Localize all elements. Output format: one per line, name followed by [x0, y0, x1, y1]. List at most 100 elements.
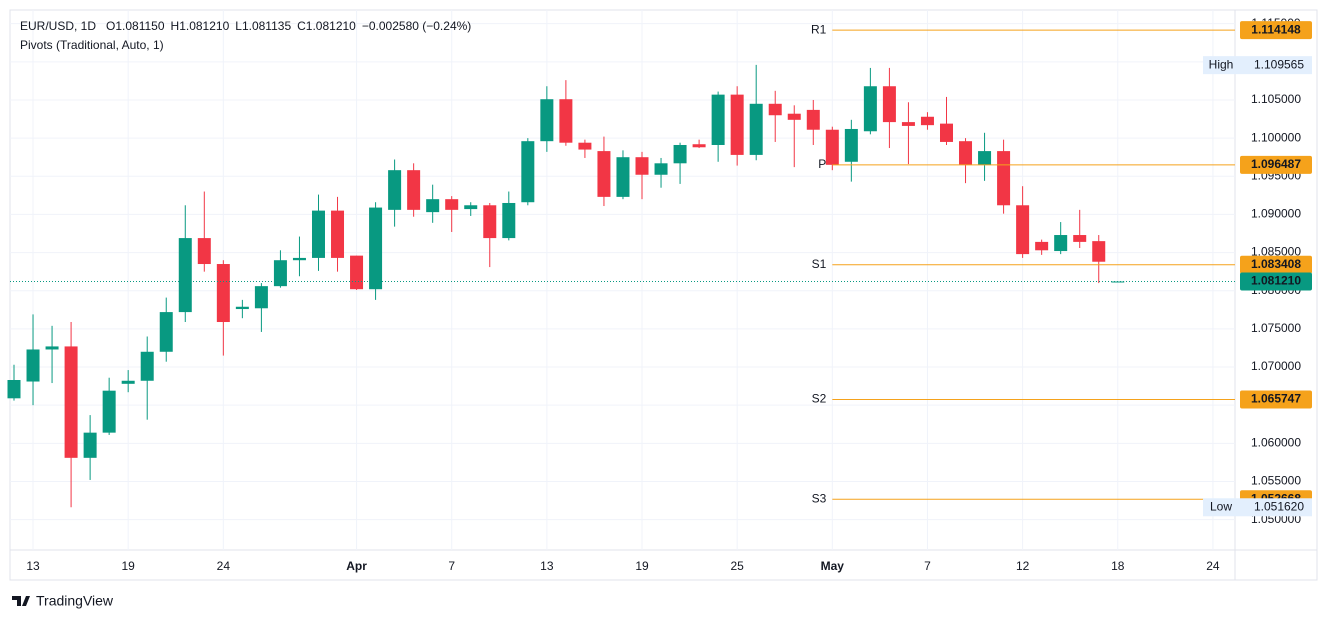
extreme-label: 1.109565 — [1254, 57, 1304, 71]
candle-body — [1092, 241, 1106, 262]
indicator: Pivots (Traditional, Auto, 1) — [20, 38, 164, 52]
candle-body — [559, 99, 573, 143]
candle-body — [64, 346, 78, 458]
extreme-label: 1.051620 — [1254, 499, 1304, 513]
candle-body — [7, 380, 21, 399]
x-tick-label: 18 — [1111, 559, 1125, 573]
candle-body — [388, 170, 402, 210]
candle-body — [901, 122, 915, 126]
y-tick-label: 1.085000 — [1251, 245, 1301, 259]
candle-body — [1035, 241, 1049, 251]
overlays: R1 1.114148 P 1.096487 S1 1.083408 S2 1.065747 S… — [10, 21, 1312, 517]
candle-body — [235, 306, 249, 310]
extreme-name: Low — [1210, 499, 1232, 513]
pivot-label-box — [1240, 155, 1312, 174]
candle-body — [1016, 205, 1030, 255]
pivot-label: 1.114148 — [1251, 22, 1301, 36]
candle-body — [654, 163, 668, 175]
candle-body — [121, 380, 135, 384]
candle-body — [45, 346, 59, 350]
candle-body — [331, 210, 345, 258]
last-price-box — [1240, 272, 1312, 291]
header: EUR/USD, 1D Pivots (Traditional, Auto, 1… — [20, 19, 471, 52]
y-tick-label: 1.105000 — [1251, 92, 1301, 106]
x-tick-label: 24 — [1206, 559, 1220, 573]
pivot-label: 1.096487 — [1251, 157, 1301, 171]
y-tick-label: 1.075000 — [1251, 321, 1301, 335]
field-key: H — [171, 19, 180, 33]
y-tick-label: 1.070000 — [1251, 359, 1301, 373]
candle-body — [692, 144, 706, 148]
y-tick-label: 1.060000 — [1251, 436, 1301, 450]
pivot-label: 1.083408 — [1251, 257, 1301, 271]
candle-body — [273, 260, 287, 287]
candle-body — [1054, 235, 1068, 252]
pivot-name: S2 — [812, 392, 827, 406]
candle-body — [635, 157, 649, 175]
candle-body — [426, 199, 440, 213]
candle-body — [464, 205, 478, 210]
pivot-name: R1 — [811, 22, 827, 36]
last-price-label: 1.081210 — [1251, 274, 1301, 288]
x-tick-label: May — [821, 559, 845, 573]
x-tick-label: Apr — [346, 559, 367, 573]
field-value: 1.081210 — [179, 19, 229, 33]
brand-name: TradingView — [36, 593, 114, 609]
x-tick-label: 7 — [448, 559, 455, 573]
logo-icon — [12, 596, 30, 606]
x-tick-label: 13 — [540, 559, 554, 573]
marks — [7, 64, 1125, 508]
candle-body — [350, 255, 364, 290]
extreme-name: High — [1209, 57, 1234, 71]
candle-body — [521, 141, 535, 203]
pivot-name: P — [818, 157, 826, 171]
x-tick-label: 19 — [122, 559, 136, 573]
candle-body — [540, 99, 554, 142]
candle-body — [978, 151, 992, 165]
candle-body — [102, 390, 116, 433]
candle-body — [445, 199, 459, 210]
candle-body — [844, 128, 858, 162]
candle-body — [254, 286, 268, 309]
candle-body — [768, 103, 782, 116]
x-tick-label: 13 — [26, 559, 40, 573]
candle-body — [863, 86, 877, 132]
candle-body — [597, 151, 611, 197]
candle-body — [673, 144, 687, 164]
field-key: C — [297, 19, 306, 33]
candle-body — [26, 349, 40, 382]
x-tick-label: 24 — [217, 559, 231, 573]
field-value: 1.081210 — [306, 19, 356, 33]
candle-body — [178, 238, 192, 313]
candle-body — [997, 151, 1011, 206]
candle-body — [216, 264, 230, 323]
candle-body — [1073, 235, 1087, 242]
candle-body — [502, 202, 516, 239]
y-tick-label: 1.055000 — [1251, 474, 1301, 488]
field-key: L — [235, 19, 242, 33]
extreme-box — [1203, 498, 1312, 517]
candle-body — [159, 312, 173, 352]
candle-body — [749, 103, 763, 155]
candle-body — [292, 257, 306, 261]
pivot-label-box — [1240, 21, 1312, 40]
candle-body — [959, 141, 973, 165]
pivot-name: S3 — [812, 491, 827, 505]
candle-body — [578, 142, 592, 150]
y-tick-label: 1.100000 — [1251, 130, 1301, 144]
candle-body — [787, 113, 801, 120]
candle-body — [407, 170, 421, 210]
field-value: 1.081150 — [115, 19, 164, 33]
candle-body — [920, 116, 934, 126]
field-value: 1.081135 — [242, 19, 291, 33]
symbol: EUR/USD, 1D — [20, 19, 96, 33]
candle-body — [616, 157, 630, 197]
candle-body — [806, 109, 820, 130]
x-tick-label: 7 — [924, 559, 931, 573]
candle-body — [483, 205, 497, 239]
candle-body — [83, 432, 97, 458]
y-tick-label: 1.090000 — [1251, 207, 1301, 221]
x-tick-label: 19 — [635, 559, 649, 573]
frame — [9, 9, 1318, 581]
